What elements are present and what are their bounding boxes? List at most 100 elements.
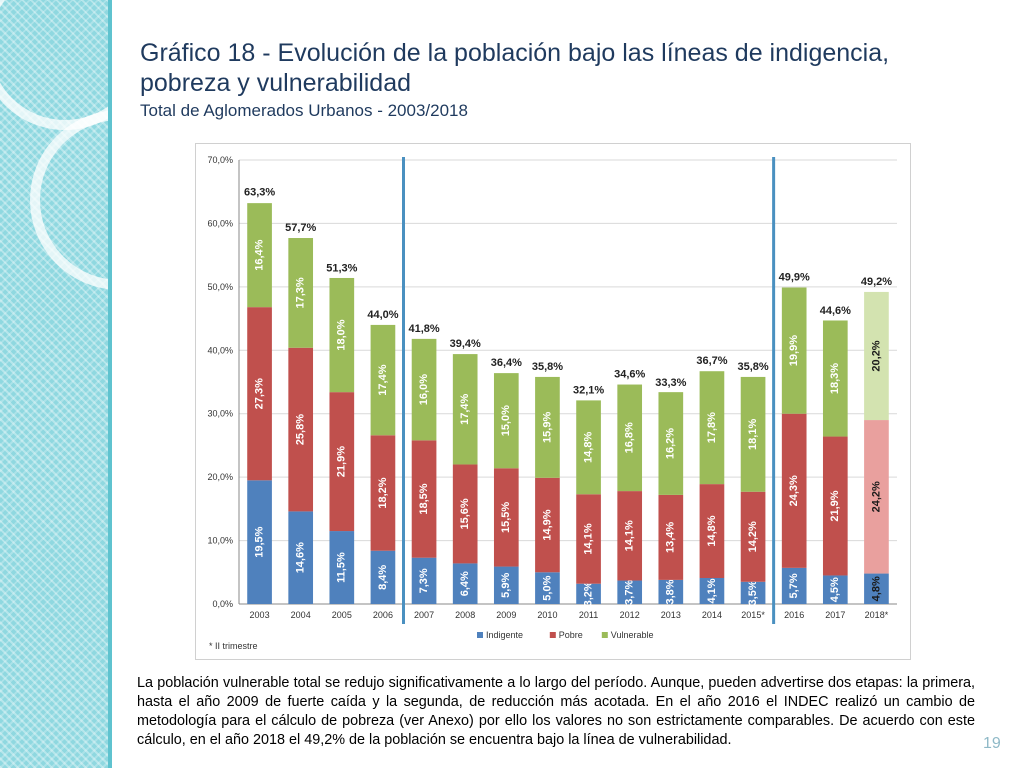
bar-value-label: 16,4% — [253, 239, 265, 270]
bar-indigente — [822, 575, 848, 604]
bar-indigente — [864, 573, 889, 604]
x-tick-label: 2004 — [291, 610, 311, 620]
total-label: 32,1% — [573, 384, 604, 396]
bar-vulnerable — [781, 287, 807, 414]
bar-pobre — [658, 494, 684, 580]
bar-value-label: 27,3% — [253, 378, 265, 409]
bar-indigente — [493, 566, 519, 604]
total-label: 51,3% — [326, 263, 357, 275]
bar-indigente — [411, 557, 437, 604]
bar-value-label: 15,5% — [500, 502, 512, 533]
bar-value-label: 8,4% — [377, 565, 389, 590]
bar-value-label: 14,9% — [541, 509, 553, 540]
decorative-ring-top — [0, 0, 112, 130]
bar-value-label: 5,7% — [788, 573, 800, 598]
title-line-1: Gráfico 18 - Evolución de la población b… — [140, 39, 890, 67]
y-tick-label: 50,0% — [207, 282, 233, 292]
bar-indigente — [576, 583, 601, 604]
bar-indigente — [617, 580, 643, 604]
bar-value-label: 4,5% — [829, 577, 841, 602]
bar-vulnerable — [576, 400, 601, 495]
total-label: 35,8% — [532, 361, 563, 373]
bar-indigente — [288, 511, 314, 604]
y-tick-label: 70,0% — [207, 155, 233, 165]
bar-value-label: 24,3% — [788, 475, 800, 506]
x-tick-label: 2009 — [496, 610, 516, 620]
bar-value-label: 19,5% — [253, 526, 265, 557]
bar-value-label: 19,9% — [788, 335, 800, 366]
x-tick-label: 2006 — [373, 610, 393, 620]
x-tick-label: 2017 — [825, 610, 845, 620]
bar-pobre — [576, 494, 601, 584]
bar-value-label: 14,8% — [706, 515, 718, 546]
bar-value-label: 16,8% — [624, 422, 636, 453]
legend-swatch-indigente — [477, 632, 483, 638]
bar-pobre — [370, 435, 396, 551]
page-number: 19 — [983, 735, 1001, 752]
bar-pobre — [411, 440, 437, 558]
bar-vulnerable — [740, 376, 766, 492]
bar-value-label: 15,9% — [541, 412, 553, 443]
y-tick-label: 40,0% — [207, 345, 233, 355]
bar-vulnerable — [535, 376, 560, 478]
bar-pobre — [864, 420, 889, 574]
bar-pobre — [288, 347, 314, 512]
bar-pobre — [535, 477, 560, 573]
bar-vulnerable — [822, 320, 848, 437]
y-tick-label: 60,0% — [207, 218, 233, 228]
bar-vulnerable — [864, 291, 889, 421]
bar-vulnerable — [370, 324, 396, 436]
bar-value-label: 17,4% — [377, 364, 389, 395]
total-label: 36,7% — [696, 355, 727, 367]
bar-indigente — [329, 531, 355, 604]
bar-indigente — [452, 563, 478, 604]
bar-value-label: 21,9% — [829, 490, 841, 521]
bar-value-label: 17,4% — [459, 393, 471, 424]
title-line-2: pobreza y vulnerabilidad — [140, 69, 412, 97]
total-label: 36,4% — [491, 357, 522, 369]
bar-vulnerable — [452, 354, 478, 465]
bar-value-label: 21,9% — [336, 446, 348, 477]
legend-swatch-vulnerable — [601, 632, 608, 638]
stacked-bar-chart: 0,0% 10,0% 20,0% 30,0% 40,0% 50,0% 60,0% 70,0% 1… — [207, 155, 897, 651]
bar-value-label: 18,5% — [418, 483, 430, 514]
bar-indigente — [740, 581, 766, 604]
chart-footnote: * II trimestre — [209, 641, 258, 651]
total-label: 57,7% — [285, 222, 316, 234]
sidebar-edge — [108, 0, 112, 768]
bar-value-label: 24,2% — [870, 481, 882, 512]
bar-value-label: 4,1% — [706, 578, 718, 603]
bar-value-label: 5,0% — [541, 575, 553, 600]
bar-pobre — [822, 436, 848, 576]
bar-indigente — [535, 572, 560, 604]
bar-pobre — [740, 491, 766, 582]
slide-title: Gráfico 18 - Evolución de la población b… — [140, 38, 1000, 122]
bar-vulnerable — [411, 338, 437, 441]
legend-swatch-pobre — [549, 632, 556, 638]
bar-value-label: 14,1% — [624, 520, 636, 551]
bar-value-label: 15,6% — [459, 498, 471, 529]
bar-value-label: 18,1% — [747, 419, 759, 450]
total-label: 49,9% — [779, 271, 810, 283]
bar-value-label: 3,7% — [624, 580, 636, 605]
bar-value-label: 18,3% — [829, 363, 841, 394]
bar-value-label: 15,0% — [500, 405, 512, 436]
bar-indigente — [781, 567, 807, 604]
total-label: 44,0% — [367, 309, 398, 321]
legend-label-vulnerable: Vulnerable — [611, 630, 654, 640]
total-label: 49,2% — [861, 276, 892, 288]
bar-indigente — [658, 579, 684, 604]
total-label: 41,8% — [408, 323, 439, 335]
description-text: La población vulnerable total se redujo … — [137, 675, 975, 748]
bar-value-label: 11,5% — [336, 552, 348, 583]
bar-value-label: 13,4% — [665, 522, 677, 553]
bar-value-label: 20,2% — [870, 340, 882, 371]
x-tick-label: 2008 — [455, 610, 475, 620]
bar-vulnerable — [658, 392, 684, 495]
bar-pobre — [781, 413, 807, 568]
x-tick-label: 2005 — [332, 610, 352, 620]
bar-value-label: 6,4% — [459, 571, 471, 596]
bar-value-label: 14,6% — [295, 542, 307, 573]
x-tick-label: 2015* — [741, 610, 765, 620]
bar-vulnerable — [329, 277, 355, 393]
